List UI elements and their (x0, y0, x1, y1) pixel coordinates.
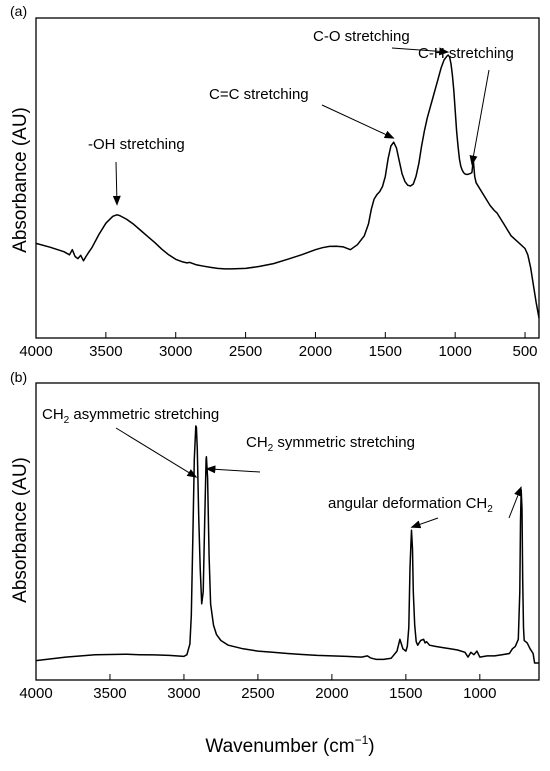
annotation-angular-deformation-sub: 2 (487, 504, 493, 515)
x-tick-label: 3500 (93, 685, 126, 702)
annotation-cc-stretching: C=C stretching (209, 86, 309, 103)
x-tick-label: 1500 (369, 343, 402, 360)
x-tick-label: 2500 (229, 343, 262, 360)
panel-a-x-axis: 4000 3500 3000 2500 2000 1500 1000 500 (19, 332, 538, 360)
x-tick-label: 3000 (167, 685, 200, 702)
annotation-ch2-symmetric-base: CH (246, 434, 268, 451)
annotation-angular-deformation-base: angular deformation CH (328, 495, 487, 512)
arrow-cc-stretching (321, 104, 395, 139)
annotation-angular-deformation: angular deformation CH2 (328, 495, 493, 515)
arrow-co-stretching (391, 47, 450, 56)
panel-b-label: (b) (10, 369, 27, 385)
annotation-ch2-asymmetric-sub: 2 (64, 415, 70, 426)
annotation-ch2-symmetric: CH2 symmetric stretching (246, 434, 415, 454)
annotation-ch2-asymmetric: CH2 asymmetric stretching (42, 406, 219, 426)
panel-b-spectrum-line (35, 425, 539, 664)
panel-b-xlabel-main: Wavenumber (cm (205, 736, 354, 757)
panel-b-x-axis: 4000 3500 3000 2500 2000 1500 1000 (19, 674, 497, 702)
x-tick-label: 4000 (19, 685, 52, 702)
arrow-ch2-symmetric (205, 465, 261, 474)
annotation-ch-stretching: C-H stretching (418, 45, 514, 62)
arrow-angular-deformation (410, 517, 439, 529)
panel-b-annotations: CH2 asymmetric stretching CH2 symmetric … (42, 406, 522, 529)
annotation-co-stretching: C-O stretching (313, 28, 410, 45)
annotation-ch2-symmetric-tail: symmetric stretching (273, 434, 415, 451)
x-tick-label: 3500 (89, 343, 122, 360)
x-tick-label: 3000 (159, 343, 192, 360)
arrow-ch-stretching (469, 69, 490, 166)
arrow-angular-deformation-2 (508, 486, 522, 519)
annotation-ch2-asymmetric-base: CH (42, 406, 64, 423)
panel-b-frame (35, 382, 540, 681)
panel-b: (b) Absorbance (AU) 4000 3500 3000 2500 2000… (10, 369, 540, 757)
annotation-ch2-asymmetric-tail: asymmetric stretching (69, 406, 219, 423)
x-tick-label: 1000 (463, 685, 496, 702)
panel-a-annotations: -OH stretching C=C stretching C-O stretc… (88, 28, 514, 206)
panel-b-xlabel-end: ) (368, 736, 374, 757)
panel-a-label: (a) (10, 3, 27, 19)
annotation-oh-stretching: -OH stretching (88, 136, 185, 153)
arrow-ch2-asymmetric (115, 427, 198, 478)
x-tick-label: 4000 (19, 343, 52, 360)
annotation-ch2-symmetric-sub: 2 (268, 443, 274, 454)
panel-b-xlabel: Wavenumber (cm−1) (205, 733, 374, 757)
x-tick-label: 2500 (241, 685, 274, 702)
panel-a-frame (35, 17, 540, 339)
panel-b-xlabel-sup: −1 (355, 733, 369, 747)
x-tick-label: 1500 (389, 685, 422, 702)
panel-a-spectrum-line (35, 54, 540, 319)
x-tick-label: 500 (513, 343, 538, 360)
x-tick-label: 2000 (315, 685, 348, 702)
panel-b-ylabel: Absorbance (AU) (10, 457, 31, 603)
x-tick-label: 1000 (438, 343, 471, 360)
arrow-oh-stretching (112, 161, 121, 206)
panel-a-ylabel: Absorbance (AU) (10, 107, 31, 253)
panel-a: (a) Absorbance (AU) 4000 3500 3000 2500 2000… (10, 3, 540, 360)
x-tick-label: 2000 (299, 343, 332, 360)
